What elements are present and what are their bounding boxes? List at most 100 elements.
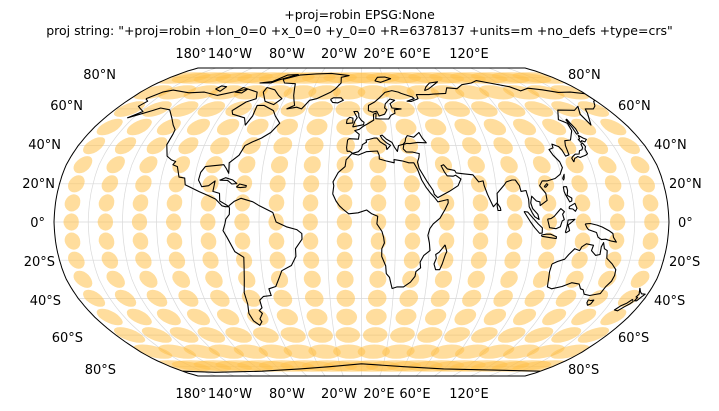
tissot-ellipse bbox=[644, 213, 660, 231]
tissot-ellipse bbox=[551, 327, 582, 343]
tissot-ellipse bbox=[336, 251, 353, 269]
tissot-ellipse bbox=[305, 137, 324, 155]
lat-tick-label-right: 0° bbox=[678, 216, 693, 231]
tissot-ellipse bbox=[336, 308, 358, 326]
tissot-ellipse bbox=[200, 232, 217, 250]
tissot-ellipse bbox=[234, 194, 251, 212]
tissot-ellipse bbox=[369, 156, 387, 174]
tissot-ellipse bbox=[425, 308, 447, 326]
tissot-ellipse bbox=[604, 175, 622, 193]
tissot-ellipse bbox=[406, 344, 440, 359]
tissot-ellipse bbox=[617, 137, 640, 155]
tissot-ellipse bbox=[336, 232, 353, 250]
tissot-ellipse bbox=[101, 251, 119, 269]
tissot-ellipse bbox=[610, 213, 626, 231]
tissot-ellipse bbox=[126, 308, 152, 326]
tissot-ellipse bbox=[471, 327, 498, 343]
tissot-ellipse bbox=[156, 118, 181, 136]
tissot-ellipses bbox=[63, 72, 660, 372]
lat-tick-label-right: 80°N bbox=[568, 68, 601, 83]
tissot-ellipse bbox=[165, 213, 182, 231]
coastline bbox=[496, 202, 502, 212]
coastline bbox=[562, 173, 565, 181]
tissot-ellipse bbox=[571, 175, 588, 193]
coastline bbox=[571, 142, 589, 163]
tissot-ellipse bbox=[268, 194, 285, 212]
lat-tick-label-left: 40°S bbox=[30, 294, 61, 309]
tissot-ellipse bbox=[241, 289, 261, 307]
tissot-ellipse bbox=[369, 270, 387, 288]
title-line-2: proj string: "+proj=robin +lon_0=0 +x_0=… bbox=[46, 23, 673, 38]
tissot-ellipse bbox=[217, 118, 240, 136]
tissot-ellipse bbox=[97, 213, 113, 231]
tissot-ellipse bbox=[135, 175, 152, 193]
tissot-ellipse bbox=[258, 85, 293, 100]
tissot-ellipse bbox=[399, 289, 418, 307]
tissot-ellipse bbox=[642, 232, 659, 250]
lat-tick-label-right: 20°N bbox=[669, 177, 702, 192]
lon-ticks-bottom: 180° 140°W 80°W 20°W 20°E 60°E 120°E bbox=[175, 387, 488, 402]
tissot-ellipse bbox=[146, 289, 168, 307]
tissot-ellipse bbox=[493, 289, 513, 307]
tissot-ellipse bbox=[630, 270, 650, 288]
tissot-ellipse bbox=[470, 175, 487, 193]
lon-tick-label: 20°W bbox=[321, 47, 357, 62]
tissot-ellipse bbox=[500, 156, 518, 174]
coastline bbox=[562, 186, 573, 203]
tissot-ellipse bbox=[472, 232, 489, 250]
tissot-ellipse bbox=[335, 327, 361, 343]
tissot-ellipse bbox=[542, 308, 567, 326]
tissot-ellipse bbox=[172, 156, 191, 174]
tissot-ellipse bbox=[390, 101, 415, 117]
lon-tick-label: 80°W bbox=[269, 387, 305, 402]
tissot-ellipse bbox=[437, 251, 454, 269]
lon-tick-label: 60°E bbox=[399, 387, 430, 402]
tissot-ellipse bbox=[497, 101, 526, 117]
coastline bbox=[423, 81, 439, 92]
tissot-ellipse bbox=[467, 270, 485, 288]
tissot-ellipse bbox=[368, 137, 387, 155]
tissot-ellipse bbox=[434, 270, 452, 288]
coastline bbox=[235, 183, 247, 189]
tissot-ellipse bbox=[306, 308, 328, 326]
lat-tick-label-right: 40°S bbox=[654, 294, 685, 309]
tissot-ellipse bbox=[139, 270, 158, 288]
lat-tick-label-right: 60°N bbox=[618, 99, 651, 114]
coastline bbox=[565, 118, 579, 135]
tissot-ellipse bbox=[504, 251, 521, 269]
tissot-ellipse bbox=[200, 194, 217, 212]
tissot-ellipse bbox=[454, 118, 477, 136]
tissot-ellipse bbox=[395, 308, 417, 326]
tissot-ellipse bbox=[246, 118, 269, 136]
tissot-ellipse bbox=[205, 156, 223, 174]
tissot-ellipse bbox=[370, 194, 387, 212]
tissot-ellipse bbox=[135, 251, 152, 269]
gridlines bbox=[54, 68, 669, 376]
tissot-ellipse bbox=[608, 232, 625, 250]
tissot-ellipse bbox=[210, 289, 230, 307]
tissot-ellipse bbox=[114, 101, 146, 117]
tissot-ellipse bbox=[73, 156, 93, 174]
tissot-ellipse bbox=[470, 251, 487, 269]
lon-ticks-top: 180° 140°W 80°W 20°W 20°E 60°E 120°E bbox=[175, 47, 488, 62]
tissot-ellipse bbox=[497, 327, 526, 343]
tissot-ellipse bbox=[417, 101, 443, 117]
lon-tick-label: 20°E bbox=[363, 47, 394, 62]
tissot-ellipse bbox=[238, 270, 256, 288]
tissot-ellipse bbox=[169, 327, 199, 343]
tissot-ellipse bbox=[132, 194, 149, 212]
tissot-ellipse bbox=[382, 344, 415, 359]
tissot-ellipse bbox=[608, 194, 625, 212]
tissot-ellipse bbox=[362, 327, 388, 343]
tissot-ellipse bbox=[169, 101, 199, 117]
tissot-ellipse bbox=[524, 101, 554, 117]
tissot-ellipse bbox=[308, 327, 333, 343]
tissot-ellipse bbox=[462, 289, 482, 307]
lat-tick-label-left: 80°S bbox=[85, 363, 116, 378]
tissot-ellipse bbox=[172, 270, 191, 288]
tissot-ellipse bbox=[404, 232, 421, 250]
coastline bbox=[547, 208, 565, 230]
coastline bbox=[332, 150, 449, 290]
coastline bbox=[543, 183, 549, 188]
tissot-ellipse bbox=[513, 308, 537, 326]
